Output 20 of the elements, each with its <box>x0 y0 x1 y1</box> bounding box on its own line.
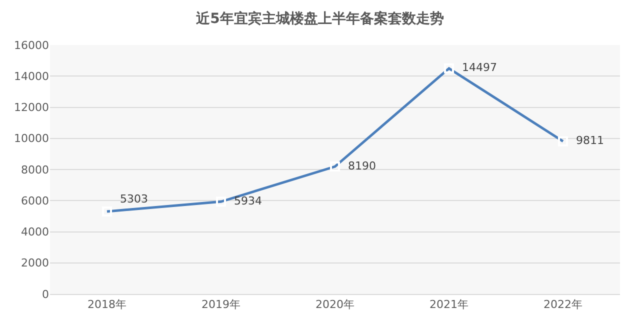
data-label: 5934 <box>227 194 262 208</box>
x-tick-label: 2019年 <box>202 298 240 312</box>
x-tick-label: 2022年 <box>544 298 582 312</box>
y-tick-label: 16000 <box>14 38 49 52</box>
x-tick-label: 2021年 <box>430 298 468 312</box>
chart-title: 近5年宜宾主城楼盘上半年备案套数走势 <box>195 10 444 27</box>
y-tick-label: 0 <box>42 288 49 301</box>
y-tick-label: 14000 <box>14 70 49 83</box>
x-tick-label: 2020年 <box>316 298 354 312</box>
data-label: 9811 <box>569 134 604 148</box>
y-tick-label: 12000 <box>14 101 49 114</box>
y-tick-label: 2000 <box>21 256 49 270</box>
data-label: 8190 <box>341 159 376 172</box>
data-label: 14497 <box>455 61 497 74</box>
data-label: 5303 <box>113 192 148 206</box>
y-tick-label: 6000 <box>21 194 49 208</box>
x-tick-label: 2018年 <box>88 298 126 312</box>
y-tick-label: 10000 <box>14 132 49 146</box>
y-tick-label: 8000 <box>21 163 49 176</box>
y-tick-label: 4000 <box>21 226 49 239</box>
